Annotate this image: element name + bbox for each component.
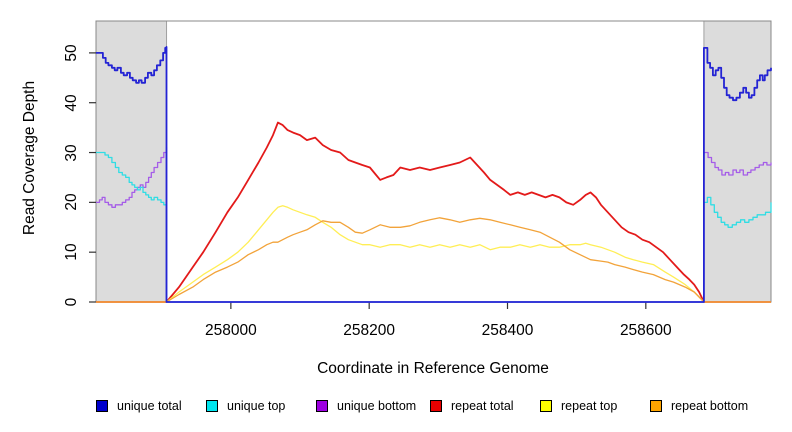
legend-label: repeat total bbox=[451, 399, 514, 413]
repeat-bottom-swatch-icon bbox=[650, 400, 662, 412]
legend-item-unique-total: unique total bbox=[96, 398, 182, 414]
unique-bottom-swatch-icon bbox=[316, 400, 328, 412]
series-line-unique-top bbox=[96, 151, 772, 303]
legend-label: unique total bbox=[117, 399, 182, 413]
legend-item-repeat-top: repeat top bbox=[540, 398, 617, 414]
shaded-region-unique-flank-left bbox=[95, 20, 168, 303]
series-line-unique-bottom bbox=[96, 146, 772, 303]
unique-top-swatch-icon bbox=[206, 400, 218, 412]
legend-item-repeat-bottom: repeat bottom bbox=[650, 398, 748, 414]
unique-total-swatch-icon bbox=[96, 400, 108, 412]
legend-label: repeat bottom bbox=[671, 399, 749, 413]
legend-label: repeat top bbox=[561, 399, 618, 413]
legend-item-unique-bottom: unique bottom bbox=[316, 398, 416, 414]
series-line-unique-total bbox=[96, 46, 772, 303]
legend-item-unique-top: unique top bbox=[206, 398, 285, 414]
legend-label: unique bottom bbox=[337, 399, 417, 413]
shaded-region-unique-flank-right bbox=[703, 20, 772, 303]
repeat-total-swatch-icon bbox=[430, 400, 442, 412]
legend: unique total unique top unique bottom re… bbox=[0, 398, 792, 414]
legend-label: unique top bbox=[227, 399, 286, 413]
series-line-repeat-bottom bbox=[96, 217, 771, 303]
legend-item-repeat-total: repeat total bbox=[430, 398, 514, 414]
repeat-top-swatch-icon bbox=[540, 400, 552, 412]
series-line-repeat-total bbox=[96, 121, 771, 303]
series-line-repeat-top bbox=[96, 205, 771, 303]
